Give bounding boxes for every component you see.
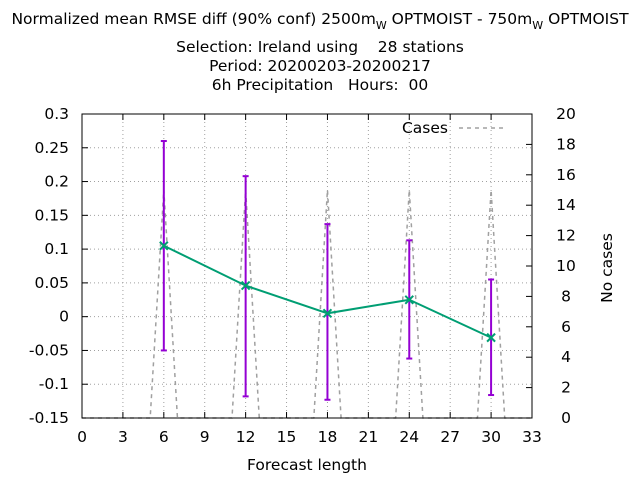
y2-tick-label: 20 <box>556 105 576 123</box>
y-tick-label: -0.15 <box>29 409 69 427</box>
x-axis-label: Forecast length <box>247 456 367 474</box>
x-tick-label: 15 <box>277 428 297 446</box>
y2-tick-label: 2 <box>561 379 571 397</box>
x-tick-label: 9 <box>200 428 210 446</box>
data-point-marker <box>322 308 333 318</box>
y2-tick-label: 4 <box>561 348 571 366</box>
data-point-marker <box>159 241 169 251</box>
y-tick-label: 0.15 <box>34 206 69 224</box>
y2-tick-label: 14 <box>556 196 576 214</box>
y-tick-label: 0.05 <box>34 274 69 292</box>
y-tick-label: 0.3 <box>44 105 69 123</box>
y2-axis-label: No cases <box>598 233 616 303</box>
y2-tick-label: 18 <box>556 135 576 153</box>
legend-label-cases: Cases <box>402 119 448 137</box>
data-point-marker <box>404 295 414 305</box>
title-subscript-1: W <box>375 19 387 32</box>
chart-title-line-1: Normalized mean RMSE diff (90% conf) 250… <box>0 10 640 32</box>
x-tick-label: 0 <box>77 428 87 446</box>
y-tick-label: -0.05 <box>29 341 69 359</box>
title-subscript-2: W <box>532 19 544 32</box>
plot-frame <box>81 113 533 419</box>
title-text-1: Normalized mean RMSE diff (90% conf) 250… <box>11 10 376 28</box>
data-point-marker <box>486 332 496 343</box>
title-text-3: OPTMOIST <box>543 10 629 28</box>
title-text-2: OPTMOIST - 750m <box>386 10 533 28</box>
y-tick-label: 0.2 <box>44 173 69 191</box>
chart-title-line-4: 6h Precipitation Hours: 00 <box>211 76 429 94</box>
x-tick-label: 33 <box>522 428 542 446</box>
x-tick-label: 18 <box>318 428 338 446</box>
y2-tick-label: 16 <box>556 166 576 184</box>
x-tick-label: 21 <box>358 428 378 446</box>
y-tick-label: 0 <box>59 308 69 326</box>
x-tick-label: 24 <box>399 428 419 446</box>
x-tick-label: 6 <box>159 428 169 446</box>
y2-tick-label: 6 <box>561 318 571 336</box>
data-point-marker <box>240 280 251 291</box>
x-tick-label: 27 <box>440 428 460 446</box>
x-tick-label: 12 <box>236 428 256 446</box>
chart-title-line-2: Selection: Ireland using 28 stations <box>176 38 464 56</box>
x-tick-label: 30 <box>481 428 501 446</box>
y-tick-label: -0.1 <box>39 375 69 393</box>
x-tick-label: 3 <box>118 428 128 446</box>
y2-tick-label: 10 <box>556 257 576 275</box>
y2-tick-label: 8 <box>561 287 571 305</box>
y-tick-label: 0.1 <box>44 240 69 258</box>
y2-tick-label: 12 <box>556 227 576 245</box>
y-tick-label: 0.25 <box>34 139 69 157</box>
cases-line <box>82 189 532 419</box>
y2-tick-label: 0 <box>561 409 571 427</box>
chart-title-line-3: Period: 20200203-20200217 <box>209 57 431 75</box>
